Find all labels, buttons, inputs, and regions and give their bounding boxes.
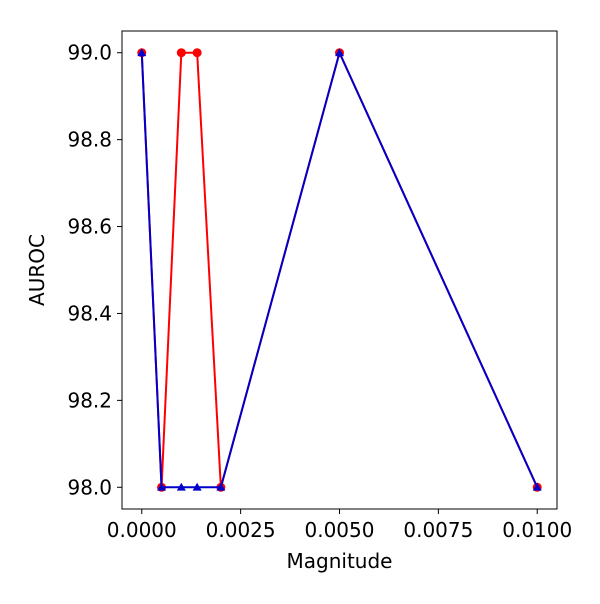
- y-tick-label: 98.0: [67, 475, 112, 499]
- y-tick-label: 98.8: [67, 128, 112, 152]
- series-2-point: [157, 482, 167, 491]
- x-tick-label: 0.0075: [403, 518, 473, 542]
- plot-series: [137, 48, 542, 492]
- y-axis-ticks: 98.0 98.2 98.4 98.6 98.8 99.0: [67, 41, 122, 499]
- series-2-point: [216, 482, 226, 491]
- x-tick-label: 0.0050: [305, 518, 375, 542]
- series-1: [137, 48, 542, 492]
- y-tick-label: 98.6: [67, 215, 112, 239]
- series-2: [137, 48, 542, 491]
- y-tick-label: 98.4: [67, 301, 112, 325]
- y-tick-label: 99.0: [67, 41, 112, 65]
- series-2-point: [137, 48, 147, 57]
- x-tick-label: 0.0025: [206, 518, 276, 542]
- y-axis-label: AUROC: [25, 234, 49, 306]
- series-1-point: [192, 48, 202, 58]
- series-2-point: [335, 48, 344, 57]
- x-axis-ticks: 0.0000 0.0025 0.0050 0.0075 0.0100: [107, 509, 572, 542]
- series-2-point: [176, 482, 186, 491]
- x-tick-label: 0.0100: [502, 518, 572, 542]
- y-tick-label: 98.2: [67, 388, 112, 412]
- series-2-point: [532, 482, 542, 491]
- series-1-point: [176, 48, 186, 58]
- plot-frame: [121, 30, 558, 510]
- series-2-point: [192, 482, 202, 491]
- x-axis-label: Magnitude: [287, 549, 393, 573]
- series-1-line: [140, 51, 539, 489]
- x-tick-label: 0.0000: [107, 518, 177, 542]
